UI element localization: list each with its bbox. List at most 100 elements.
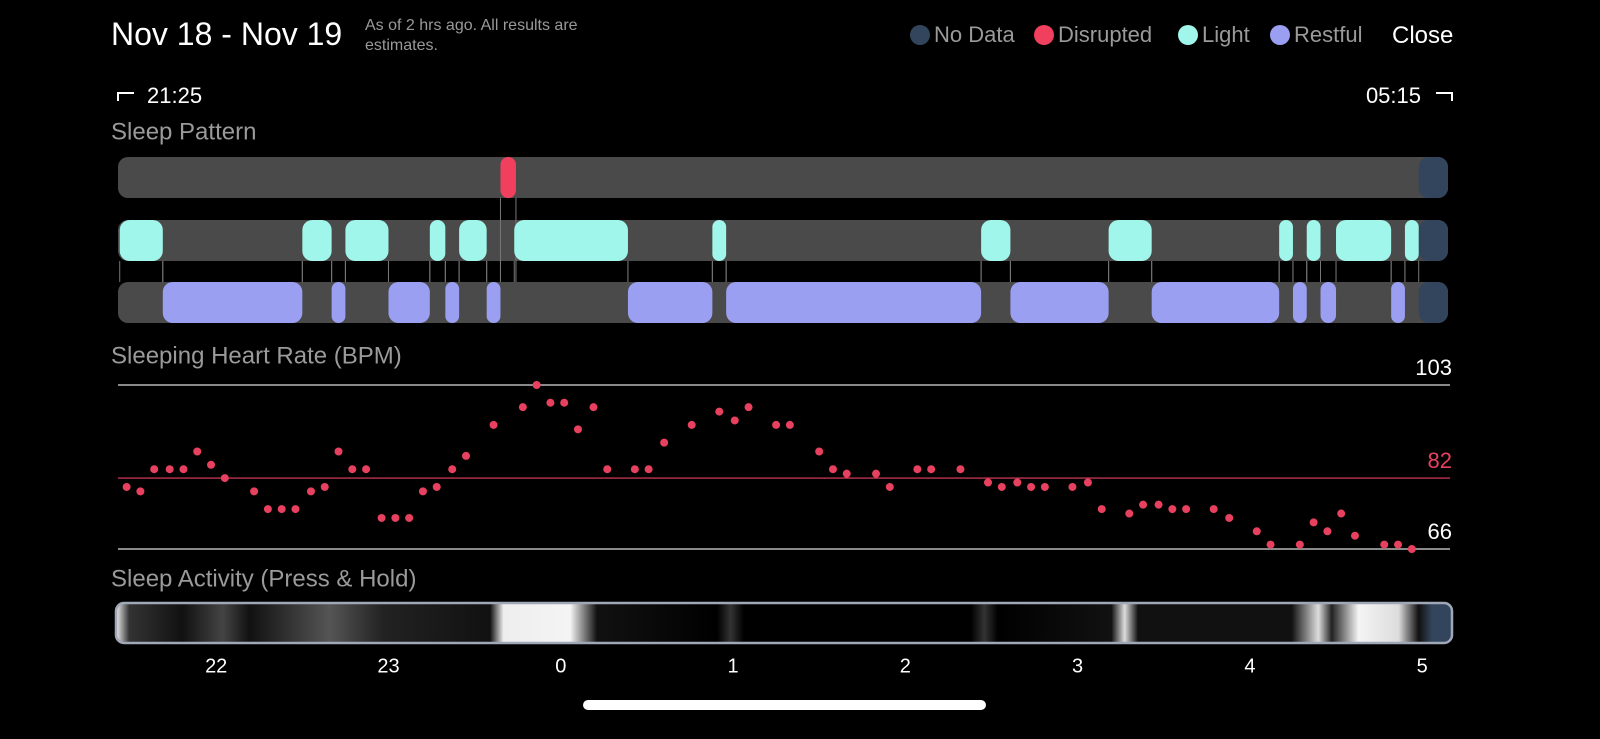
heart-rate-point bbox=[362, 465, 371, 474]
heart-rate-point bbox=[122, 482, 131, 491]
heart-rate-point bbox=[277, 505, 286, 514]
sleep-segment bbox=[1306, 220, 1321, 261]
heart-rate-point bbox=[785, 420, 794, 429]
heart-rate-point bbox=[1083, 478, 1092, 487]
home-indicator bbox=[583, 700, 986, 710]
x-tick-label: 23 bbox=[377, 655, 399, 677]
sleep-segment bbox=[1320, 282, 1337, 323]
sleep-segment bbox=[302, 220, 332, 261]
sleep-segment bbox=[162, 282, 303, 323]
heart-rate-point bbox=[165, 465, 174, 474]
heart-rate-point bbox=[842, 469, 851, 478]
heart-rate-point bbox=[589, 403, 598, 412]
section-title: Sleep Pattern bbox=[111, 118, 256, 145]
heart-rate-point bbox=[291, 505, 300, 514]
heart-rate-point bbox=[1168, 505, 1177, 514]
legend-swatch bbox=[1178, 25, 1198, 45]
sleep-segment bbox=[1336, 220, 1392, 261]
sleep-segment bbox=[1279, 220, 1293, 261]
heart-rate-point bbox=[546, 398, 555, 407]
sleep-segment bbox=[1418, 282, 1448, 323]
heart-rate-point bbox=[927, 465, 936, 474]
sleep-segment bbox=[1418, 220, 1448, 261]
sleep-segment bbox=[345, 220, 389, 261]
heart-rate-point bbox=[1125, 509, 1134, 518]
heart-rate-point bbox=[1013, 478, 1022, 487]
sleep-segment bbox=[712, 220, 727, 261]
heart-rate-point bbox=[1154, 500, 1163, 509]
heart-rate-point bbox=[250, 487, 259, 496]
sleep-segment bbox=[429, 220, 446, 261]
heart-rate-point bbox=[687, 420, 696, 429]
sleep-segment bbox=[331, 282, 346, 323]
y-tick-label: 82 bbox=[1428, 448, 1452, 473]
heart-rate-point bbox=[1209, 505, 1218, 514]
heart-rate-point bbox=[1040, 482, 1049, 491]
heart-rate-point bbox=[1350, 531, 1359, 540]
heart-rate-point bbox=[489, 420, 498, 429]
heart-rate-point bbox=[150, 465, 159, 474]
x-tick-label: 3 bbox=[1072, 655, 1083, 677]
legend-swatch bbox=[910, 25, 930, 45]
legend-label: Disrupted bbox=[1058, 22, 1152, 47]
section-title: Sleeping Heart Rate (BPM) bbox=[111, 342, 402, 369]
heart-rate-point bbox=[913, 465, 922, 474]
heart-rate-point bbox=[1182, 505, 1191, 514]
heart-rate-point bbox=[1225, 513, 1234, 522]
heart-rate-point bbox=[997, 482, 1006, 491]
heart-rate-point bbox=[1394, 540, 1403, 549]
sleep-segment bbox=[981, 220, 1011, 261]
heart-rate-point bbox=[518, 403, 527, 412]
heart-rate-point bbox=[532, 381, 541, 389]
heart-rate-point bbox=[815, 447, 824, 456]
legend-label: Restful bbox=[1294, 22, 1362, 47]
end-time: 05:15 bbox=[1366, 83, 1421, 108]
heart-rate-point bbox=[1097, 505, 1106, 514]
heart-rate-point bbox=[1252, 527, 1261, 536]
sleep-segment bbox=[486, 282, 501, 323]
sleep-segment bbox=[1404, 220, 1419, 261]
heart-rate-point bbox=[220, 474, 229, 483]
heart-rate-point bbox=[1309, 518, 1318, 527]
heart-rate-point bbox=[644, 465, 653, 474]
heart-rate-point bbox=[432, 482, 441, 491]
heart-rate-point bbox=[1266, 540, 1275, 549]
sleep-segment bbox=[1108, 220, 1152, 261]
activity-strip[interactable] bbox=[114, 601, 1454, 645]
sleep-segment bbox=[1391, 282, 1405, 323]
x-tick-label: 22 bbox=[205, 655, 227, 677]
heart-rate-point bbox=[828, 465, 837, 474]
heart-rate-point bbox=[448, 465, 457, 474]
heart-rate-point bbox=[885, 482, 894, 491]
heart-rate-point bbox=[391, 513, 400, 522]
heart-rate-point bbox=[405, 513, 414, 522]
x-tick-label: 0 bbox=[555, 655, 566, 677]
legend-swatch bbox=[1034, 25, 1054, 45]
sleep-segment bbox=[514, 220, 628, 261]
sleep-segment bbox=[119, 220, 163, 261]
x-tick-label: 5 bbox=[1417, 655, 1428, 677]
y-tick-label: 66 bbox=[1428, 519, 1452, 544]
heart-rate-point bbox=[573, 425, 582, 434]
start-time: 21:25 bbox=[147, 83, 202, 108]
heart-rate-point bbox=[956, 465, 965, 474]
row-track bbox=[118, 157, 1448, 198]
sleep-segment bbox=[1292, 282, 1307, 323]
heart-rate-point bbox=[334, 447, 343, 456]
heart-rate-point bbox=[872, 469, 881, 478]
heart-rate-point bbox=[715, 407, 724, 416]
heart-rate-point bbox=[660, 438, 669, 447]
close-button[interactable]: Close bbox=[1392, 22, 1454, 49]
x-tick-label: 4 bbox=[1244, 655, 1255, 677]
heart-rate-point bbox=[984, 478, 993, 487]
heart-rate-point bbox=[263, 505, 272, 514]
heart-rate-point bbox=[1380, 540, 1389, 549]
heart-rate-point bbox=[462, 451, 471, 460]
heart-rate-point bbox=[730, 416, 739, 425]
heart-rate-point bbox=[772, 420, 781, 429]
sleep-segment bbox=[445, 282, 460, 323]
heart-rate-point bbox=[136, 487, 145, 496]
heart-rate-point bbox=[560, 398, 569, 407]
